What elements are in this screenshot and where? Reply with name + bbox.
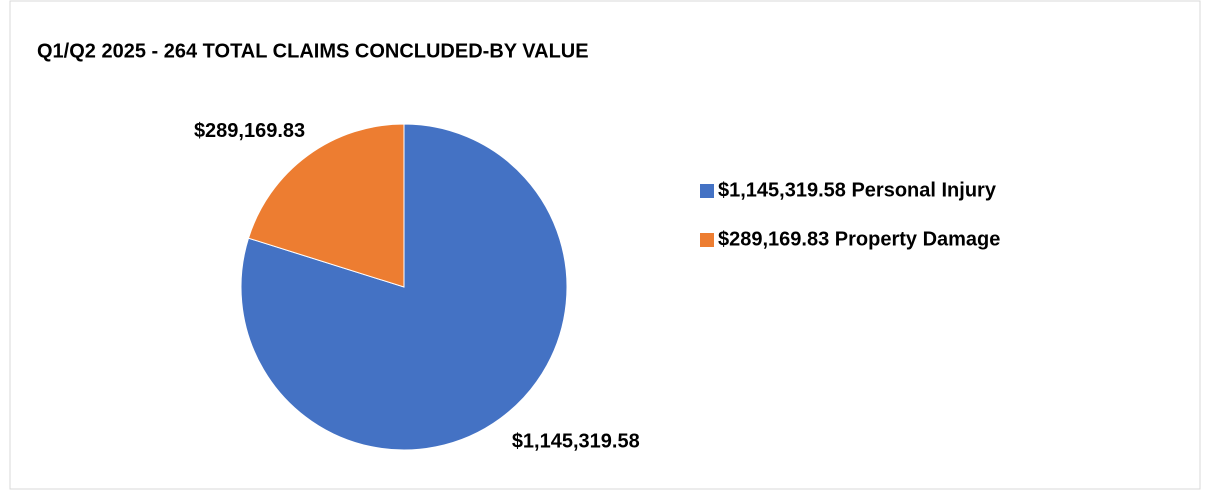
chart-border bbox=[9, 0, 1201, 490]
legend-label: $289,169.83 Property Damage bbox=[718, 228, 1000, 250]
legend-label: $1,145,319.58 Personal Injury bbox=[718, 179, 997, 201]
data-label: $1,145,319.58 bbox=[512, 430, 640, 452]
legend-swatch bbox=[700, 233, 714, 247]
chart-title: Q1/Q2 2025 - 264 TOTAL CLAIMS CONCLUDED-… bbox=[37, 40, 589, 62]
data-label: $289,169.83 bbox=[194, 120, 305, 142]
pie-slice bbox=[247, 123, 405, 288]
legend-swatch bbox=[700, 184, 714, 198]
